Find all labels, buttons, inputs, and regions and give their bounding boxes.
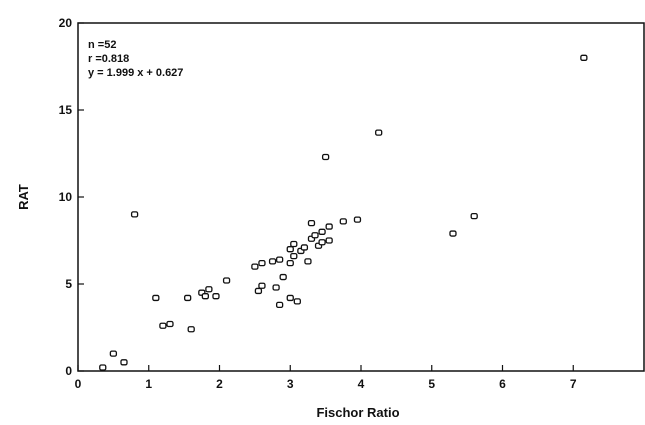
data-point (279, 273, 287, 281)
data-point (325, 223, 333, 230)
annotation-regression: y = 1.999 x + 0.627 (88, 67, 183, 79)
data-points (99, 54, 588, 371)
data-point (251, 263, 259, 270)
data-point (300, 244, 309, 251)
data-point (166, 320, 174, 328)
x-tick-label: 3 (287, 377, 294, 391)
data-point (580, 54, 588, 61)
y-axis-title: RAT (16, 184, 31, 210)
x-tick-label: 0 (75, 377, 82, 391)
data-point (325, 237, 333, 244)
data-point (449, 230, 457, 237)
x-axis-title: Fischor Ratio (316, 405, 399, 420)
data-point (470, 212, 478, 220)
data-point (212, 293, 220, 300)
data-point (275, 301, 284, 309)
data-point (290, 253, 298, 260)
data-point (286, 294, 294, 302)
y-tick-label: 20 (59, 16, 73, 30)
data-point (258, 259, 266, 267)
data-point (307, 219, 316, 227)
data-point (286, 246, 294, 253)
data-point (99, 364, 107, 371)
data-point (109, 350, 118, 357)
data-point (275, 256, 284, 263)
x-tick-label: 2 (216, 377, 223, 391)
data-point (290, 240, 298, 248)
data-point (304, 258, 312, 265)
data-point (120, 359, 128, 366)
y-tick-label: 15 (59, 103, 73, 117)
x-tick-label: 7 (570, 377, 577, 391)
annotation-n: n =52 (88, 39, 116, 51)
data-point (152, 294, 160, 302)
x-tick-label: 4 (358, 377, 365, 391)
data-point (159, 322, 167, 329)
data-point (205, 286, 213, 293)
y-tick-label: 0 (65, 364, 72, 378)
data-point (375, 129, 383, 136)
y-tick-label: 10 (59, 190, 73, 204)
data-point (318, 228, 326, 235)
x-tick-label: 6 (499, 377, 506, 391)
data-point (272, 284, 280, 291)
data-point (187, 326, 195, 333)
plot-area (77, 22, 645, 372)
data-point (130, 211, 139, 218)
annotation-r: r =0.818 (88, 53, 129, 65)
x-tick-label: 1 (145, 377, 152, 391)
data-point (201, 293, 210, 300)
data-point (339, 218, 347, 225)
data-point (293, 298, 301, 305)
y-axis: 0 5 10 15 20 (59, 16, 84, 378)
data-point (254, 287, 263, 295)
x-axis: 0 1 2 3 4 5 6 7 (75, 365, 577, 391)
data-point (268, 258, 277, 265)
data-point (311, 232, 319, 239)
x-tick-label: 5 (428, 377, 435, 391)
data-point (286, 259, 294, 267)
data-point (321, 153, 330, 161)
data-point (184, 294, 192, 302)
data-point (318, 239, 326, 246)
data-point (353, 216, 362, 223)
data-point (258, 282, 266, 289)
data-point (222, 277, 231, 284)
y-tick-label: 5 (65, 277, 72, 291)
